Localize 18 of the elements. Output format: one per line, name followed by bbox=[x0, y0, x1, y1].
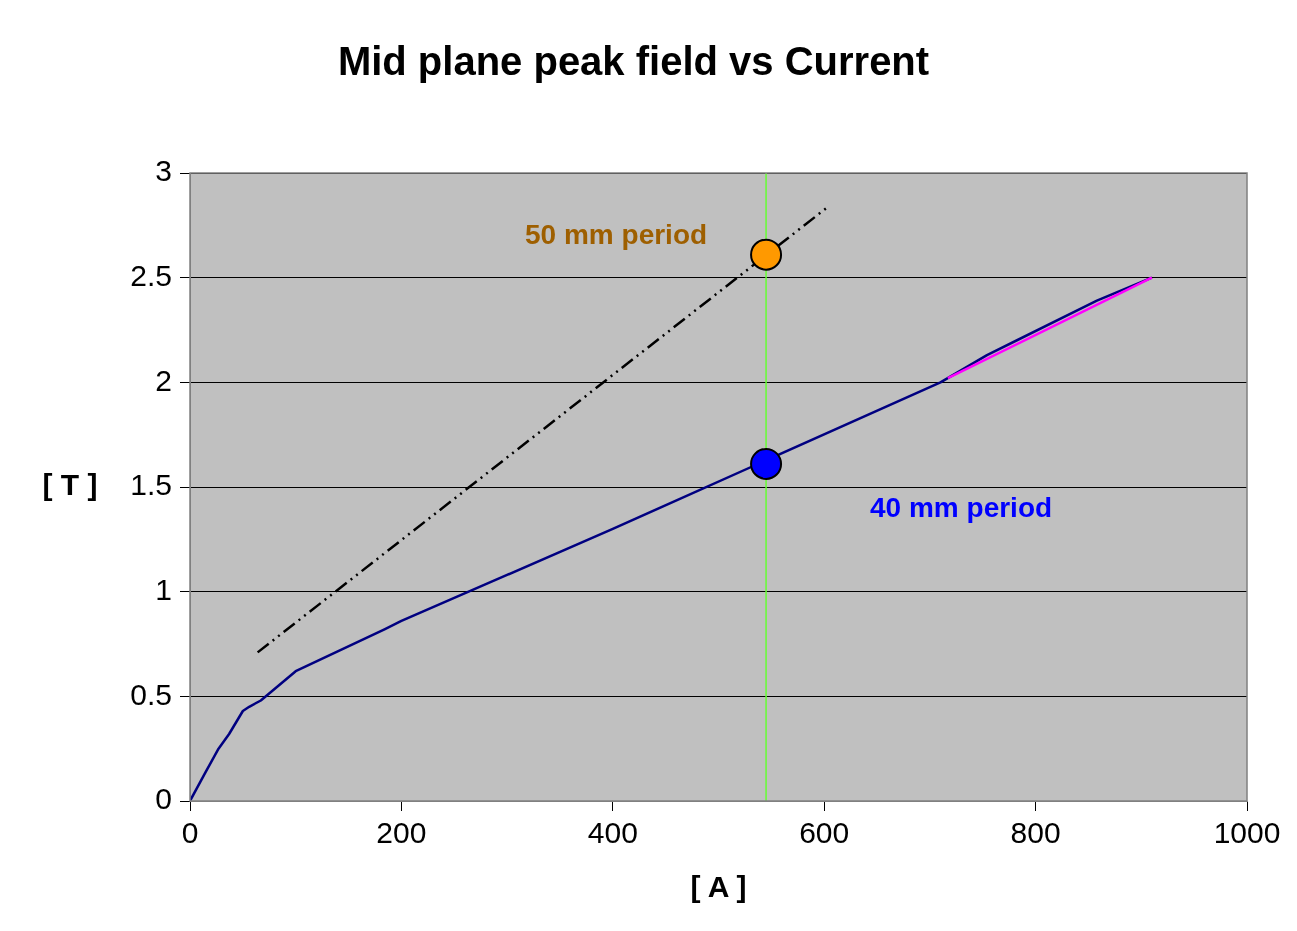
text: 40 mm period bbox=[870, 491, 1053, 523]
x-tick-label: 600 bbox=[799, 816, 850, 850]
chart-title: Mid plane peak field vs Current bbox=[337, 39, 930, 84]
y-tick-label: 0.5 bbox=[130, 677, 172, 711]
y-axis-title: [ T ] bbox=[42, 468, 98, 502]
y-tick-label: 1.5 bbox=[130, 468, 172, 502]
series-label: 50 mm period bbox=[525, 219, 708, 251]
x-axis-title: [ A ] bbox=[690, 870, 747, 904]
y-tick-label: 1 bbox=[155, 572, 172, 606]
y-tick-label: 0 bbox=[155, 782, 172, 816]
x-tick-label: 400 bbox=[587, 816, 638, 850]
x-tick-label: 200 bbox=[376, 816, 427, 850]
x-tick-label: 800 bbox=[1010, 816, 1061, 850]
x-tick-label: 1000 bbox=[1213, 816, 1281, 850]
y-tick-label: 2 bbox=[155, 363, 172, 397]
y-tick-label: 3 bbox=[155, 154, 172, 188]
x-tick-label: 0 bbox=[181, 816, 199, 850]
y-tick-label: 2.5 bbox=[130, 258, 172, 292]
